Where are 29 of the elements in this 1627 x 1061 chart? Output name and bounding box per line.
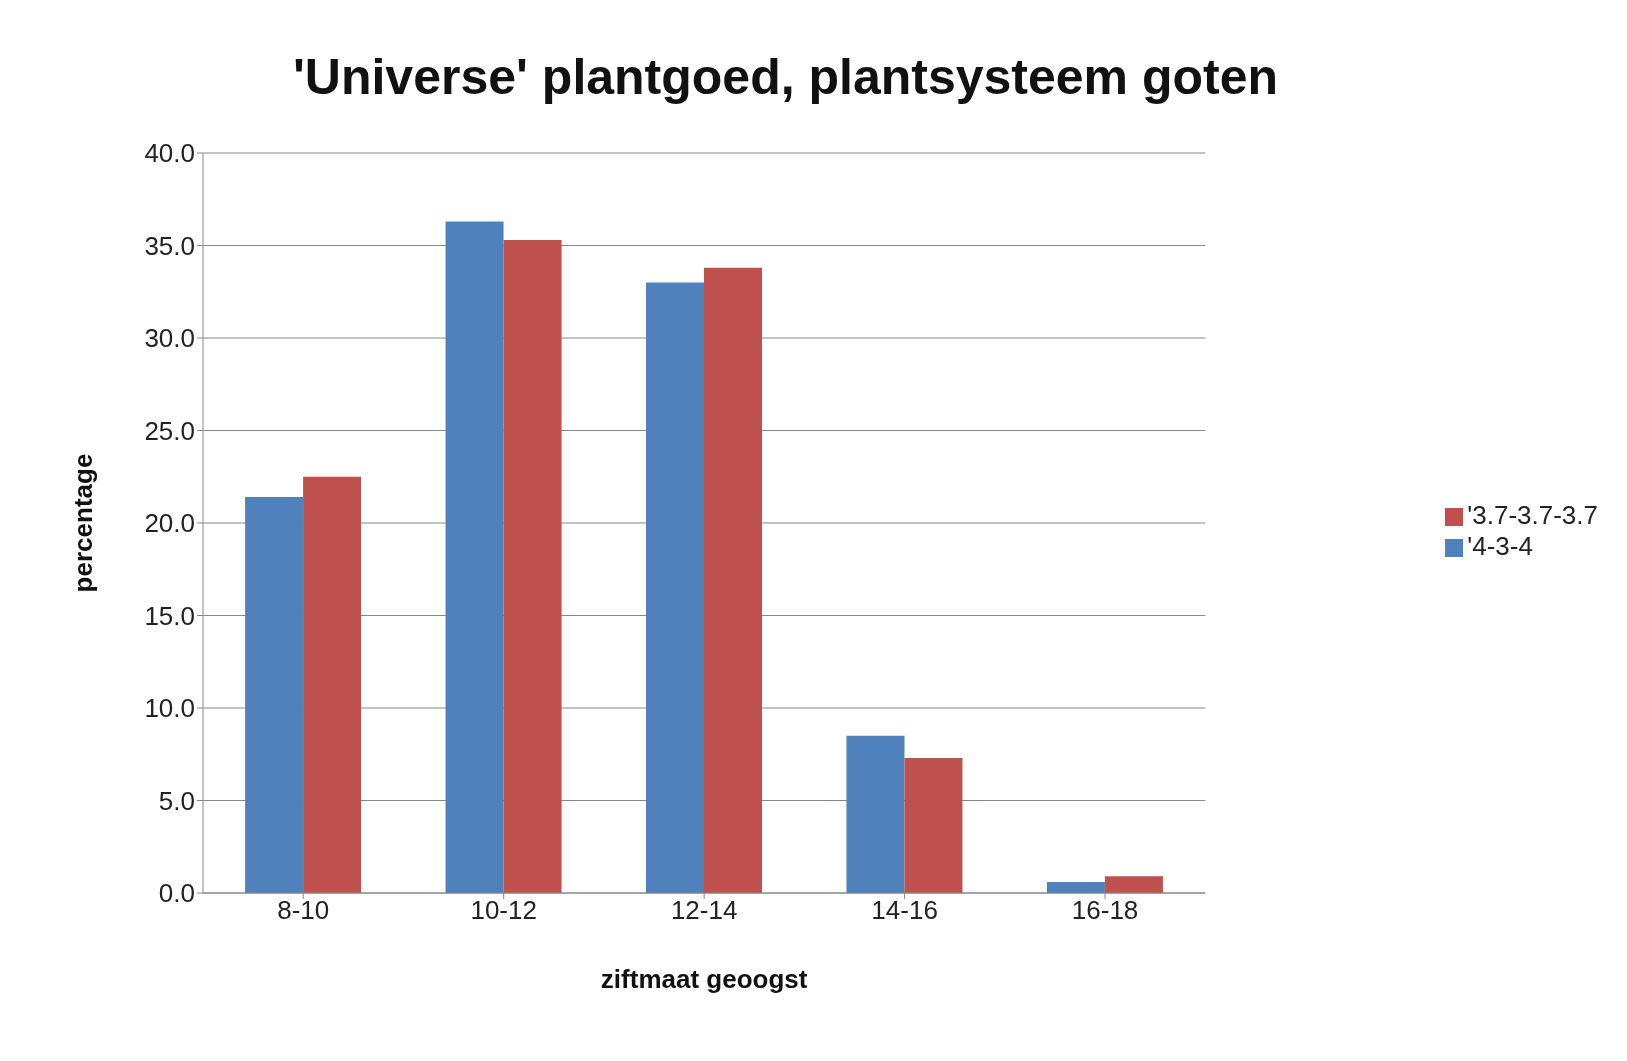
x-tick-label: 14-16 (871, 895, 938, 926)
x-axis-title: ziftmaat geoogst (600, 964, 808, 994)
bar (846, 735, 905, 893)
bar (303, 476, 362, 893)
legend-label: '4-3-4 (1467, 530, 1533, 561)
y-tick-label: 15.0 (144, 600, 195, 631)
y-tick-label: 5.0 (158, 785, 195, 816)
x-tick-label: 8-10 (277, 895, 330, 926)
bar (1046, 881, 1105, 893)
chart-title: 'Universe' plantgoed, plantsysteem goten (291, 48, 1280, 106)
bar (445, 221, 504, 893)
x-tick-label: 16-18 (1071, 895, 1139, 926)
y-tick-label: 0.0 (158, 878, 195, 909)
y-axis-title: percentage (68, 453, 99, 593)
bar (503, 239, 562, 893)
y-tick-label: 40.0 (144, 138, 195, 169)
bar (646, 282, 705, 893)
y-tick-label: 35.0 (144, 230, 195, 261)
x-tick-label: 10-12 (470, 895, 537, 926)
bar (904, 757, 963, 893)
bar (245, 497, 304, 893)
y-tick-label: 20.0 (144, 508, 195, 539)
y-tick-label: 25.0 (144, 415, 195, 446)
x-tick-label: 12-14 (670, 895, 738, 926)
bar (704, 267, 763, 893)
bar (1104, 876, 1163, 893)
legend-label: '3.7-3.7-3.7 (1467, 499, 1598, 530)
y-tick-label: 30.0 (144, 323, 195, 354)
y-tick-label: 10.0 (144, 693, 195, 724)
